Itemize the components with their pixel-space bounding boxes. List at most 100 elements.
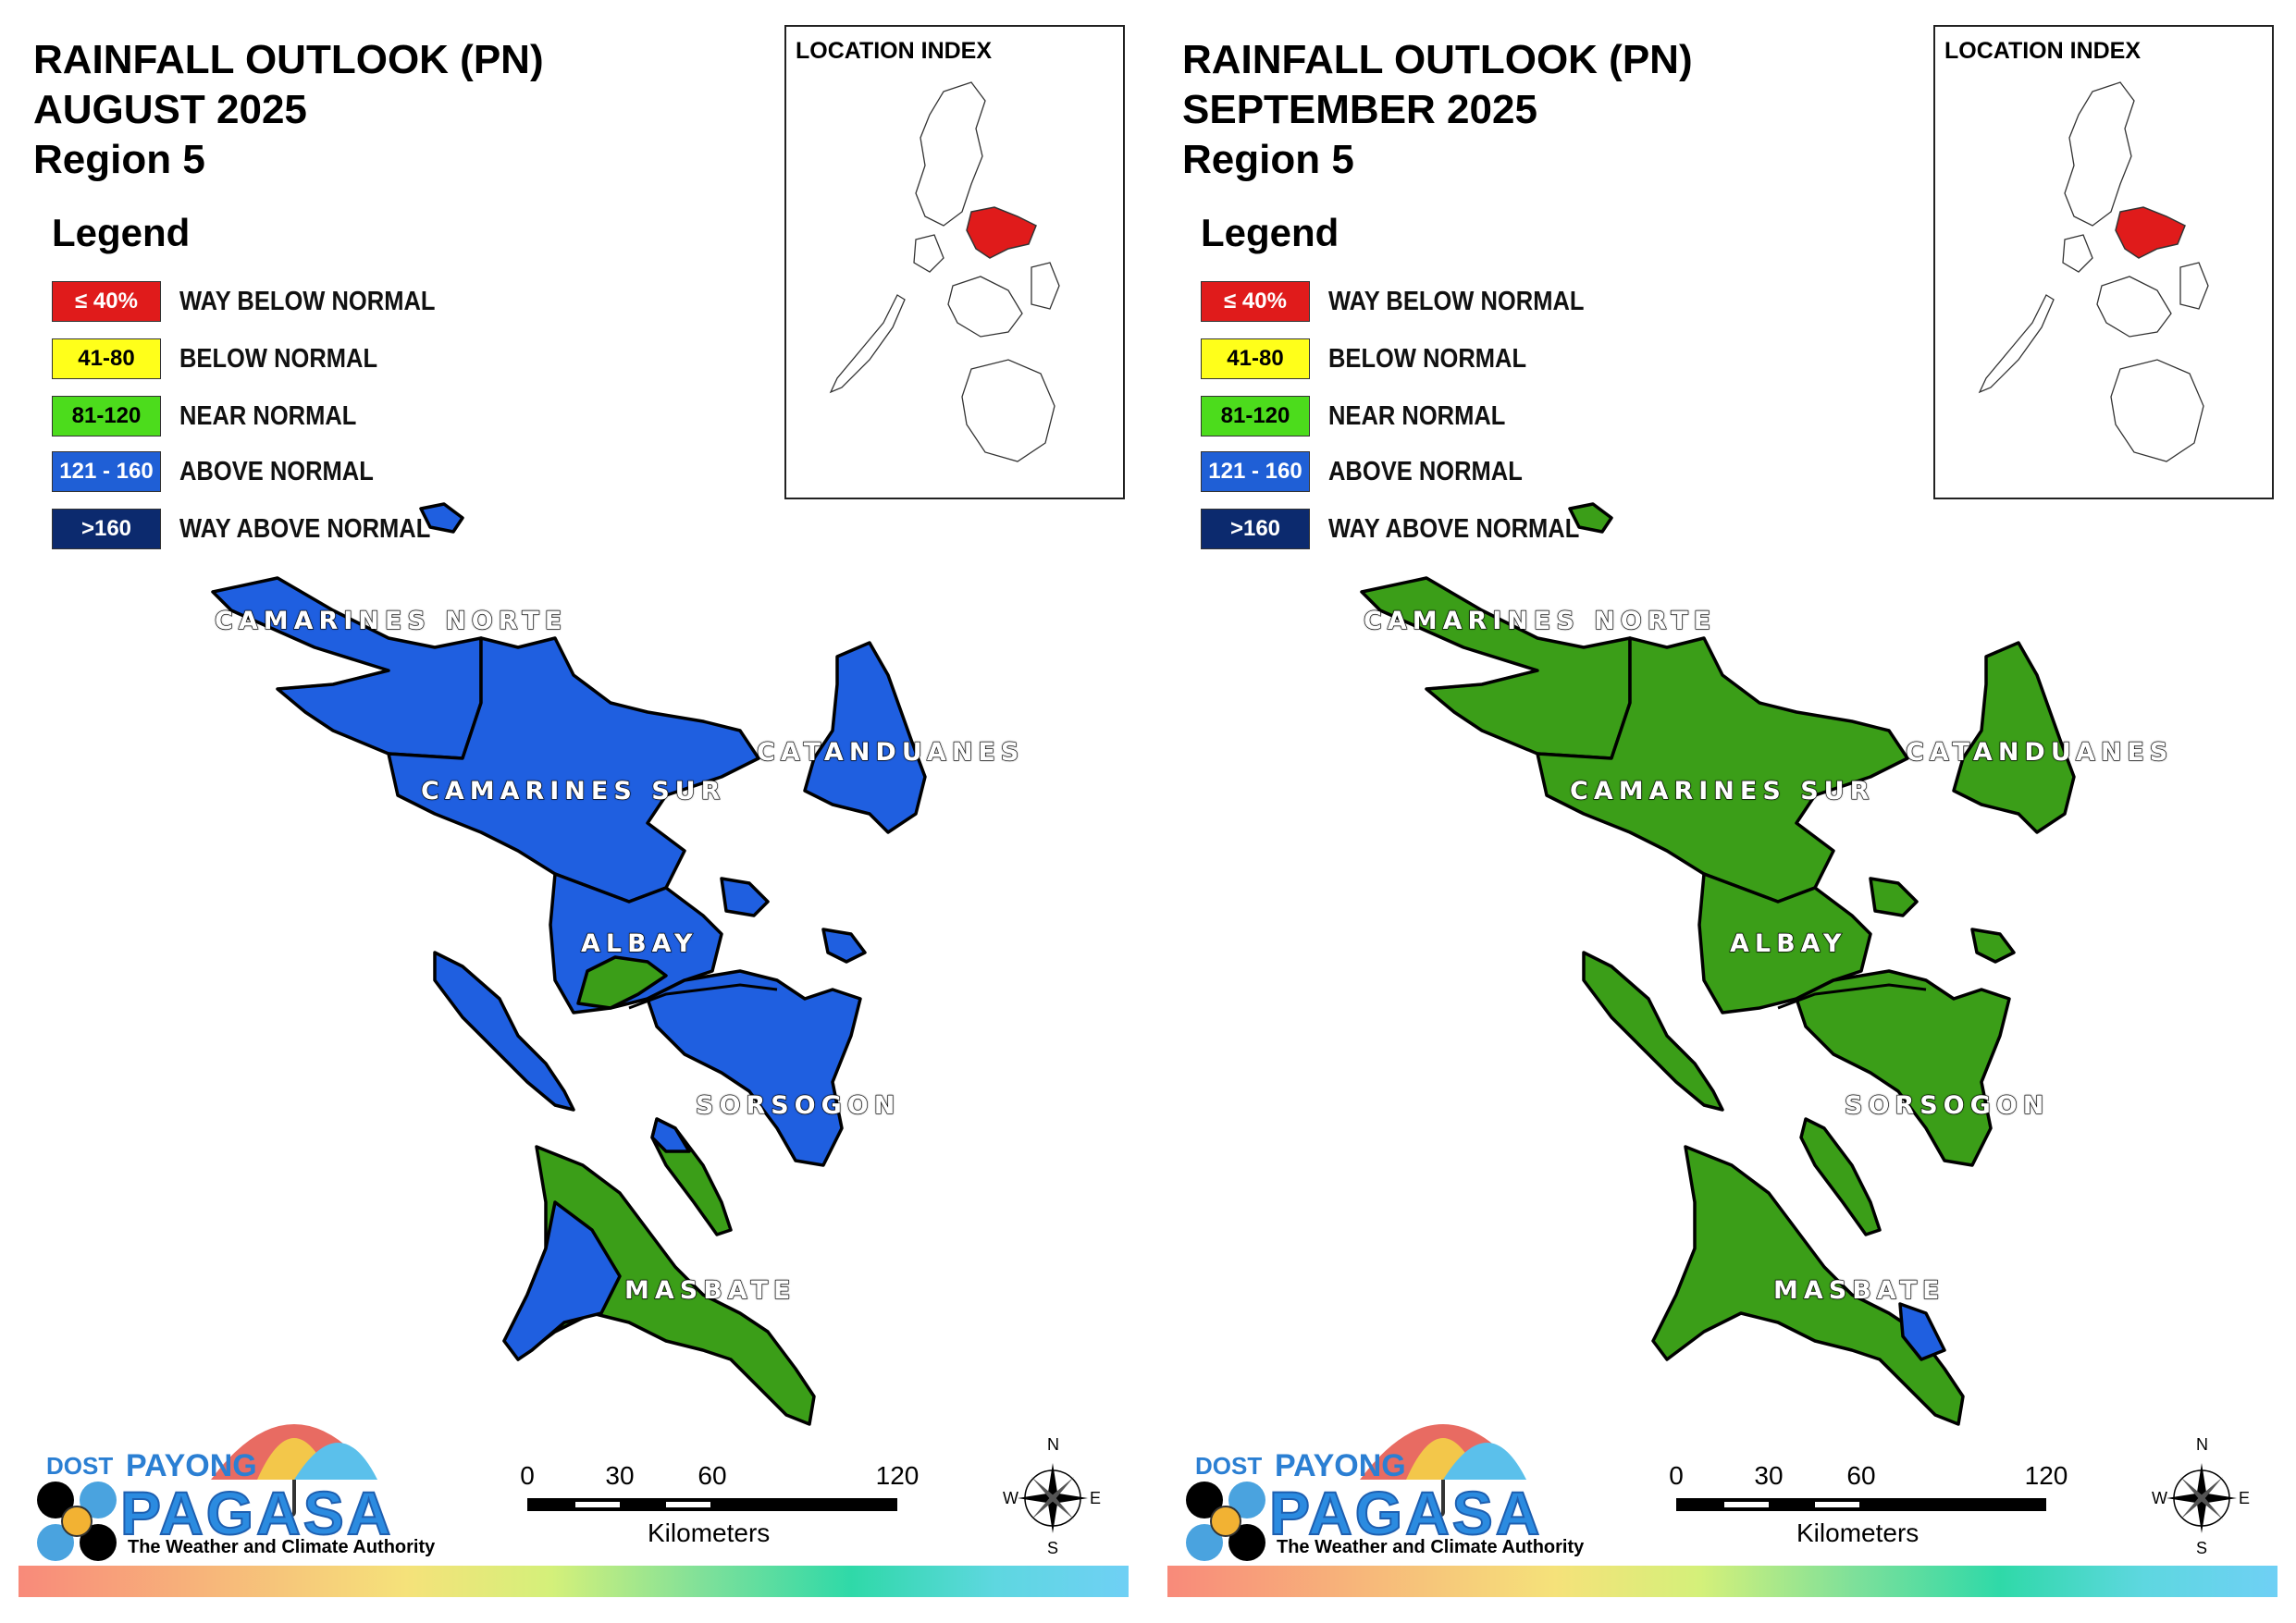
- scale-tick: 60: [1846, 1461, 1876, 1490]
- albay-near-normal-patch: [576, 955, 668, 1010]
- scale-tick: 120: [875, 1461, 920, 1490]
- luzon-outline: [915, 81, 986, 227]
- luzon-outline: [2064, 81, 2135, 227]
- legend-label: WAY BELOW NORMAL: [179, 287, 436, 316]
- legend-swatch: ≤ 40%: [52, 281, 161, 322]
- province-label-catanduanes: CATANDUANES: [1905, 737, 2174, 767]
- logo-agency: DOST: [1195, 1452, 1263, 1480]
- legend-label: NEAR NORMAL: [1328, 401, 1506, 431]
- province-boundary: [628, 983, 778, 1010]
- small-island: [1970, 928, 2016, 964]
- legend-swatch: 81-120: [52, 396, 161, 436]
- province-label-camarines-sur: CAMARINES SUR: [420, 776, 726, 805]
- umbrella-icon: [211, 1424, 377, 1517]
- legend-title: Legend: [52, 211, 191, 254]
- location-index-inset: LOCATION INDEX: [784, 25, 1125, 499]
- region-5-highlight: [2115, 206, 2186, 259]
- catanduanes-shape: [1952, 641, 2076, 834]
- compass-n: N: [2196, 1435, 2208, 1454]
- logo-agency: DOST: [46, 1452, 114, 1480]
- province-label-catanduanes: CATANDUANES: [756, 737, 1025, 767]
- scale-tick: 0: [520, 1461, 535, 1490]
- legend-label: ABOVE NORMAL: [179, 457, 374, 486]
- sorsogon-shape: [1795, 969, 2011, 1167]
- camarines-norte-shape: [1360, 576, 1632, 760]
- philippines-index-map: [829, 81, 1060, 462]
- panel-september: RAINFALL OUTLOOK (PN) SEPTEMBER 2025 Reg…: [1149, 0, 2296, 1623]
- north-arrow-compass: N S E W: [2152, 1435, 2250, 1557]
- legend-label: WAY ABOVE NORMAL: [179, 514, 431, 544]
- compass-s: S: [2196, 1539, 2208, 1557]
- title-line-3: Region 5: [1182, 137, 1354, 182]
- ticao-above-normal-patch: [650, 1117, 691, 1153]
- visayas-outline: [947, 276, 1023, 338]
- province-boundary: [1426, 669, 1538, 691]
- inset-title: LOCATION INDEX: [1944, 38, 2142, 64]
- region-5-highlight: [966, 206, 1037, 259]
- panel-august: RAINFALL OUTLOOK (PN) AUGUST 2025 Region…: [0, 0, 1147, 1623]
- camarines-norte-shape: [211, 576, 483, 760]
- title-line-1: RAINFALL OUTLOOK (PN): [33, 37, 544, 82]
- north-arrow-compass: N S E W: [1003, 1435, 1101, 1557]
- scale-tick: 30: [605, 1461, 635, 1490]
- legend-swatch: 121 - 160: [52, 451, 161, 492]
- province-label-sorsogon: SORSOGON: [695, 1090, 901, 1120]
- legend-label: WAY BELOW NORMAL: [1328, 287, 1585, 316]
- province-label-camarines-sur: CAMARINES SUR: [1569, 776, 1875, 805]
- palawan-outline: [829, 294, 906, 394]
- legend-swatch: 121 - 160: [1201, 451, 1310, 492]
- logo-brand-top: PAYONG: [126, 1448, 257, 1483]
- scale-graphic: [527, 1498, 897, 1511]
- legend-label: BELOW NORMAL: [1328, 344, 1527, 374]
- small-island: [821, 928, 867, 964]
- palawan-outline: [1978, 294, 2055, 394]
- masbate-shape: [1651, 1145, 1965, 1426]
- legend-swatch: ≤ 40%: [1201, 281, 1310, 322]
- pagasa-logo: DOST PAYONG PAGASA The Weather and Clima…: [35, 1387, 435, 1563]
- compass-rose-icon: [2166, 1463, 2237, 1533]
- visayas-outline: [2096, 276, 2172, 338]
- philippines-index-map: [1978, 81, 2209, 462]
- compass-w: W: [1003, 1489, 1018, 1507]
- legend-label: WAY ABOVE NORMAL: [1328, 514, 1580, 544]
- burias-island-shape: [1582, 951, 1724, 1112]
- compass-s: S: [1047, 1539, 1059, 1557]
- logo-brand-main: PAGASA: [1268, 1478, 1543, 1548]
- compass-e: E: [2239, 1489, 2251, 1507]
- logo-brand-main: PAGASA: [119, 1478, 394, 1548]
- albay-shape: [1697, 872, 1872, 1014]
- province-boundary: [277, 669, 389, 691]
- title-line-3: Region 5: [33, 137, 205, 182]
- logo-brand-top: PAYONG: [1275, 1448, 1406, 1483]
- province-label-camarines-norte: CAMARINES NORTE: [214, 606, 568, 635]
- catanduanes-shape: [803, 641, 927, 834]
- ticao-island-shape: [1799, 1117, 1882, 1236]
- title-line-2: AUGUST 2025: [33, 87, 307, 132]
- pagasa-logo: DOST PAYONG PAGASA The Weather and Clima…: [1184, 1387, 1584, 1563]
- region-5-map: [211, 502, 927, 1426]
- legend-swatch: >160: [52, 509, 161, 549]
- location-index-inset: LOCATION INDEX: [1933, 25, 2274, 499]
- compass-n: N: [1047, 1435, 1059, 1454]
- footer-gradient-strip: [19, 1566, 1129, 1597]
- title-line-1: RAINFALL OUTLOOK (PN): [1182, 37, 1693, 82]
- masbate-above-normal-patch: [1898, 1302, 1946, 1361]
- mindanao-outline: [961, 359, 1055, 462]
- legend-label: BELOW NORMAL: [179, 344, 378, 374]
- logo-tagline: The Weather and Climate Authority: [1277, 1537, 1585, 1557]
- legend-swatch: 81-120: [1201, 396, 1310, 436]
- compass-rose-icon: [1018, 1463, 1088, 1533]
- camarines-sur-shape: [387, 636, 760, 904]
- small-island: [419, 502, 464, 534]
- mindoro-outline: [2062, 234, 2093, 273]
- umbrella-icon: [1360, 1424, 1526, 1517]
- scale-unit: Kilometers: [648, 1518, 771, 1547]
- province-label-albay: ALBAY: [1729, 928, 1847, 958]
- camarines-sur-shape: [1536, 636, 1909, 904]
- province-label-camarines-norte: CAMARINES NORTE: [1363, 606, 1717, 635]
- compass-w: W: [2152, 1489, 2167, 1507]
- sorsogon-shape: [646, 969, 862, 1167]
- footer-gradient-strip: [1167, 1566, 2277, 1597]
- burias-island-shape: [433, 951, 575, 1112]
- province-label-masbate: MASBATE: [1772, 1275, 1945, 1305]
